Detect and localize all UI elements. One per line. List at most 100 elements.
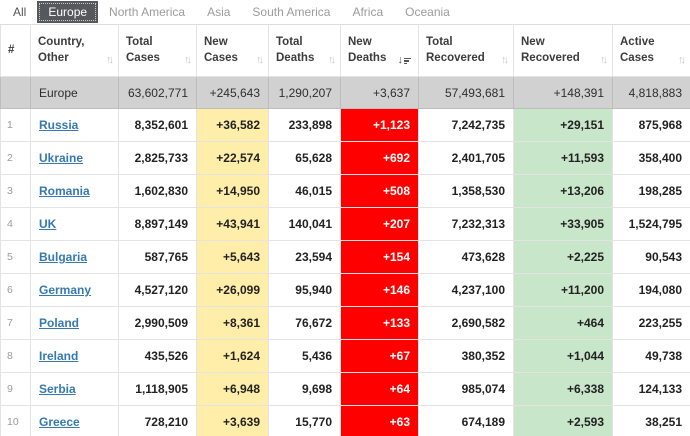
new-recovered-cell: +29,151	[513, 108, 613, 142]
table-row: 2 Ukraine 2,825,733 +22,574 65,628 +692 …	[0, 141, 690, 175]
rank-cell: 8	[0, 339, 31, 373]
total-recovered-cell: 7,242,735	[418, 108, 514, 142]
new-deaths-cell: +692	[340, 141, 419, 175]
table-row: 10 Greece 728,210 +3,639 15,770 +63 674,…	[0, 405, 690, 436]
total-deaths-cell: 140,041	[268, 207, 341, 241]
total-cases-cell: 728,210	[118, 405, 197, 436]
continent-summary-row: Europe 63,602,771 +245,643 1,290,207 +3,…	[0, 76, 690, 109]
new-cases-cell: +14,950	[196, 174, 269, 208]
table-row: 6 Germany 4,527,120 +26,099 95,940 +146 …	[0, 273, 690, 307]
total-deaths-cell: 95,940	[268, 273, 341, 307]
column-header-label: Active Cases	[620, 35, 655, 64]
total-deaths-cell: 5,436	[268, 339, 341, 373]
new-recovered-cell: +11,200	[513, 273, 613, 307]
country-link-uk[interactable]: UK	[39, 217, 57, 231]
total-cases-cell: 435,526	[118, 339, 197, 373]
column-header-total-recovered[interactable]: Total Recovered ↑↓	[418, 24, 514, 77]
column-header-[interactable]: #	[0, 24, 31, 77]
total-deaths-cell: 233,898	[268, 108, 341, 142]
total-recovered-cell: 2,401,705	[418, 141, 514, 175]
sort-toggle-icon: ↑↓	[501, 54, 509, 67]
table-row: 3 Romania 1,602,830 +14,950 46,015 +508 …	[0, 174, 690, 208]
country-link-serbia[interactable]: Serbia	[39, 382, 76, 396]
tab-oceania[interactable]: Oceania	[394, 1, 461, 23]
column-header-new-cases[interactable]: New Cases ↑↓	[196, 24, 269, 77]
column-header-label: New Deaths	[348, 35, 387, 64]
table-row: 4 UK 8,897,149 +43,941 140,041 +207 7,23…	[0, 207, 690, 241]
tab-asia[interactable]: Asia	[196, 1, 241, 23]
new-recovered-cell: +464	[513, 306, 613, 340]
tab-south-america[interactable]: South America	[241, 1, 341, 23]
total-cases-cell: 2,825,733	[118, 141, 197, 175]
rank-cell: 4	[0, 207, 31, 241]
total-recovered-cell: 4,237,100	[418, 273, 514, 307]
new-cases-cell: +6,948	[196, 372, 269, 406]
country-link-bulgaria[interactable]: Bulgaria	[39, 250, 88, 264]
tab-north-america[interactable]: North America	[98, 1, 196, 23]
rank-cell: 9	[0, 372, 31, 406]
total-cases-cell: 8,352,601	[118, 108, 197, 142]
total-deaths-cell: 1,290,207	[268, 76, 341, 109]
column-header-country-other[interactable]: Country, Other ↑↓	[30, 24, 119, 77]
total-recovered-cell: 674,189	[418, 405, 514, 436]
new-recovered-cell: +2,593	[513, 405, 613, 436]
sort-toggle-icon: ↑↓	[184, 54, 192, 67]
new-cases-cell: +8,361	[196, 306, 269, 340]
country-link-poland[interactable]: Poland	[39, 316, 80, 330]
total-recovered-cell: 2,690,582	[418, 306, 514, 340]
tab-all[interactable]: All	[2, 1, 37, 23]
country-link-romania[interactable]: Romania	[39, 184, 90, 198]
sort-toggle-icon: ↑↓	[256, 54, 264, 67]
tab-europe[interactable]: Europe	[37, 1, 99, 23]
total-recovered-cell: 380,352	[418, 339, 514, 373]
table-row: 8 Ireland 435,526 +1,624 5,436 +67 380,3…	[0, 339, 690, 373]
column-header-label: Total Deaths	[276, 35, 315, 64]
rank-cell: 1	[0, 108, 31, 142]
column-header-label: #	[8, 43, 15, 56]
country-link-germany[interactable]: Germany	[39, 283, 92, 297]
new-deaths-cell: +154	[340, 240, 419, 274]
country-link-ireland[interactable]: Ireland	[39, 349, 79, 363]
rank-cell: 3	[0, 174, 31, 208]
rank-cell: 6	[0, 273, 31, 307]
total-recovered-cell: 473,628	[418, 240, 514, 274]
total-cases-cell: 2,990,509	[118, 306, 197, 340]
tab-label: Europe	[48, 5, 88, 19]
country-link-greece[interactable]: Greece	[39, 415, 80, 429]
sort-descending-icon: ↓	[398, 54, 415, 66]
column-header-total-cases[interactable]: Total Cases ↑↓	[118, 24, 197, 77]
new-deaths-cell: +3,637	[340, 76, 419, 109]
column-header-active-cases[interactable]: Active Cases ↑↓	[612, 24, 690, 77]
active-cases-cell: 194,080	[612, 273, 690, 307]
tab-label: Oceania	[405, 5, 450, 19]
active-cases-cell: 124,133	[612, 372, 690, 406]
new-cases-cell: +43,941	[196, 207, 269, 241]
total-cases-cell: 587,765	[118, 240, 197, 274]
country-link-russia[interactable]: Russia	[39, 118, 79, 132]
active-cases-cell: 4,818,883	[612, 76, 690, 109]
sort-toggle-icon: ↑↓	[106, 54, 114, 67]
table-row: 5 Bulgaria 587,765 +5,643 23,594 +154 47…	[0, 240, 690, 274]
new-recovered-cell: +33,905	[513, 207, 613, 241]
column-header-new-deaths[interactable]: New Deaths ↓	[340, 24, 419, 77]
new-deaths-cell: +207	[340, 207, 419, 241]
new-cases-cell: +5,643	[196, 240, 269, 274]
active-cases-cell: 223,255	[612, 306, 690, 340]
country-link-ukraine[interactable]: Ukraine	[39, 151, 84, 165]
active-cases-cell: 1,524,795	[612, 207, 690, 241]
new-recovered-cell: +11,593	[513, 141, 613, 175]
sort-toggle-icon: ↑↓	[600, 54, 608, 67]
total-deaths-cell: 46,015	[268, 174, 341, 208]
column-header-total-deaths[interactable]: Total Deaths ↑↓	[268, 24, 341, 77]
active-cases-cell: 49,738	[612, 339, 690, 373]
new-recovered-cell: +2,225	[513, 240, 613, 274]
new-recovered-cell: +148,391	[513, 76, 613, 109]
column-header-new-recovered[interactable]: New Recovered ↑↓	[513, 24, 613, 77]
new-deaths-cell: +508	[340, 174, 419, 208]
table-row: 9 Serbia 1,118,905 +6,948 9,698 +64 985,…	[0, 372, 690, 406]
new-deaths-cell: +67	[340, 339, 419, 373]
active-cases-cell: 358,400	[612, 141, 690, 175]
tab-africa[interactable]: Africa	[341, 1, 394, 23]
new-recovered-cell: +6,338	[513, 372, 613, 406]
active-cases-cell: 875,968	[612, 108, 690, 142]
